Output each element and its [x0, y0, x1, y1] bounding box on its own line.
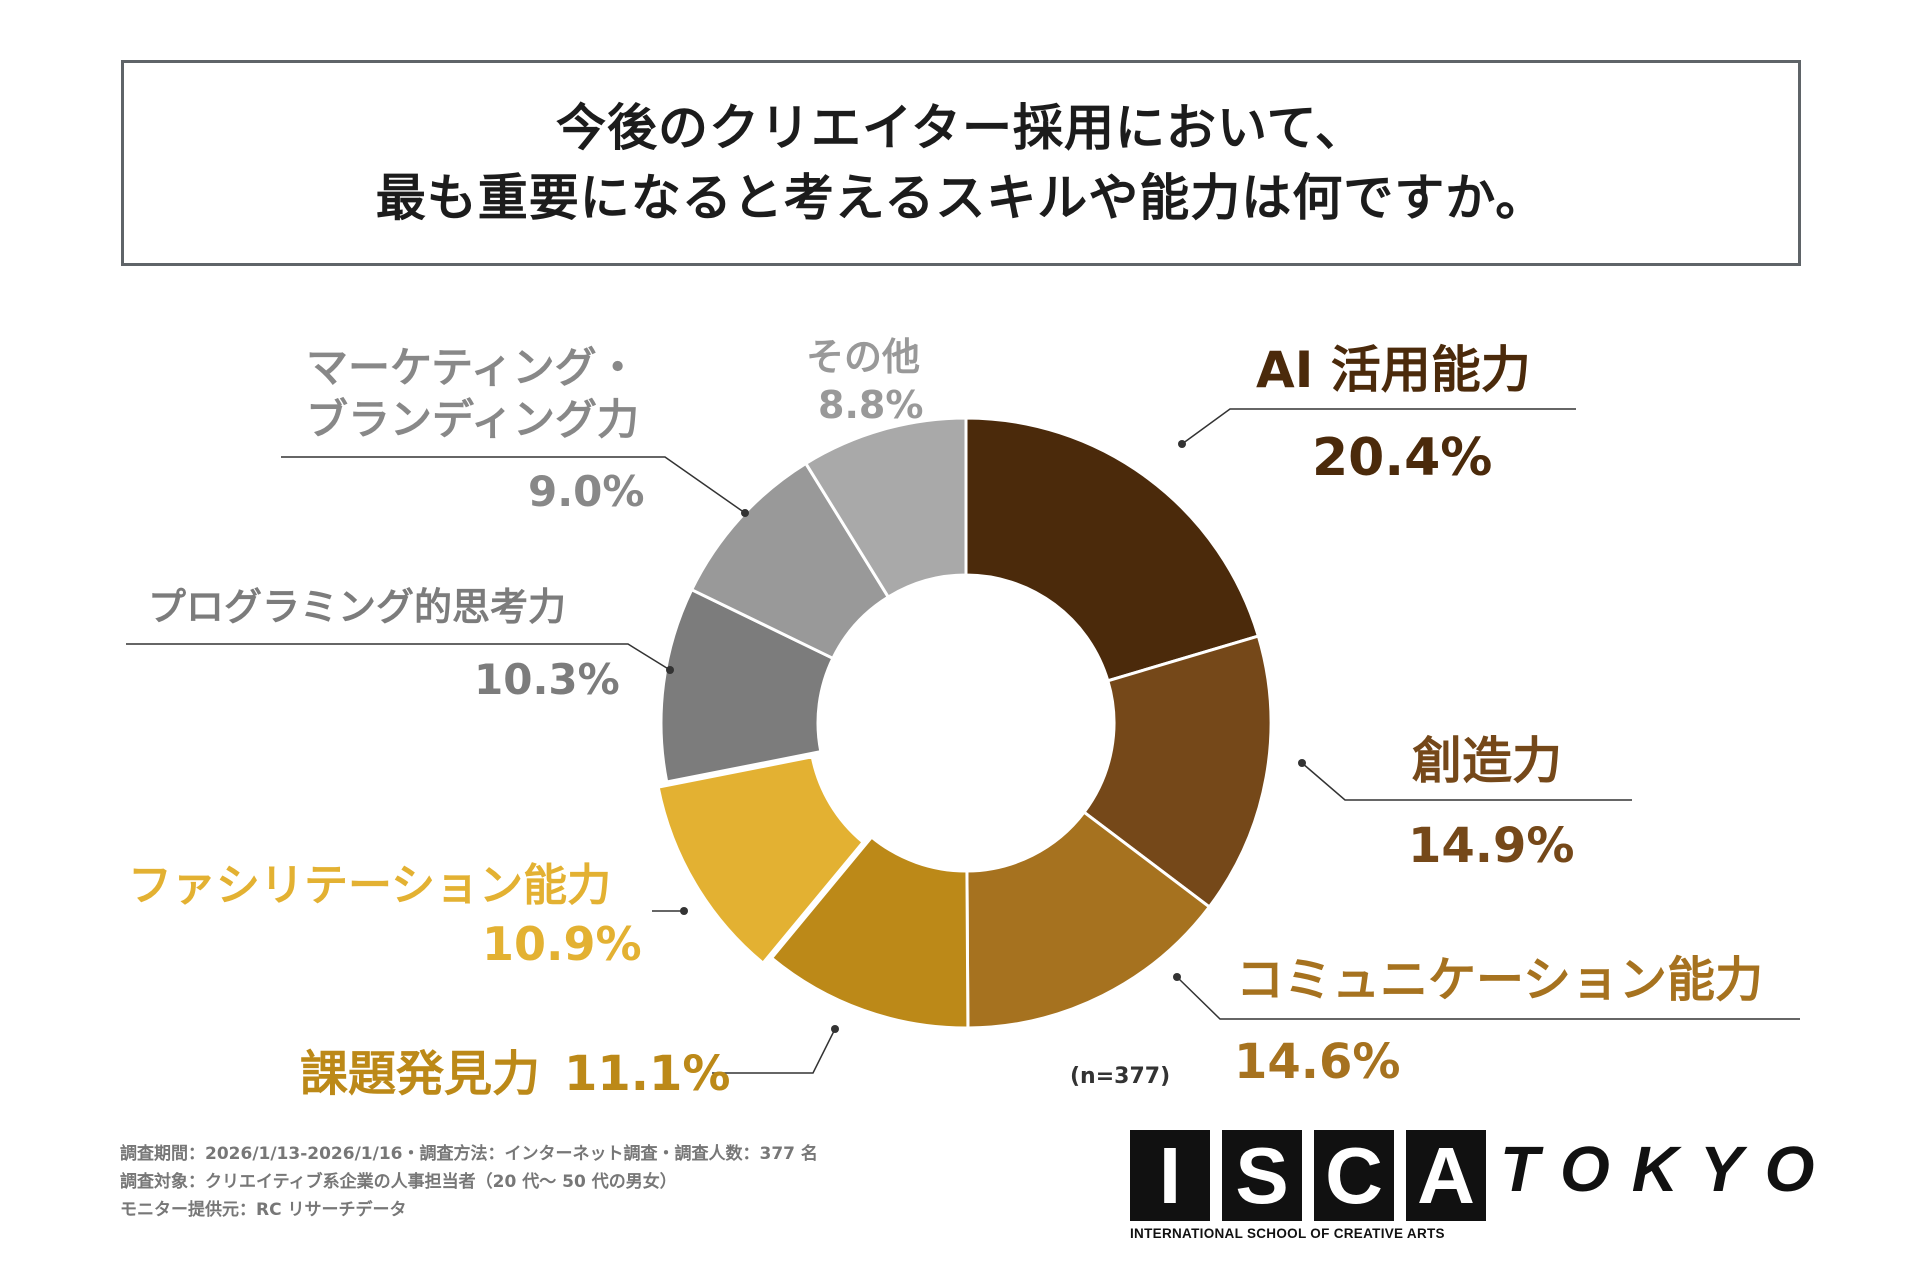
logo-tokyo: TOKYO — [1500, 1133, 1837, 1205]
donut-slice-2 — [1081, 634, 1273, 909]
donut-slice-8 — [803, 416, 968, 600]
label-other: その他 — [806, 335, 920, 379]
donut-slice-4 — [769, 834, 970, 1030]
title-box: 今後のクリエイター採用において、 最も重要になると考えるスキルや能力は何ですか。 — [121, 60, 1801, 266]
leader-dot-communication — [1173, 973, 1181, 981]
donut-slice-1 — [964, 416, 1261, 683]
label-communication: コミュニケーション能力 — [1236, 952, 1763, 1008]
leader-dot-marketing — [741, 509, 749, 517]
value-facilitation: 10.9% — [482, 917, 642, 971]
leader-line-creativity — [1301, 762, 1632, 801]
value-marketing: 9.0% — [528, 467, 644, 516]
leader-dot-creativity — [1298, 759, 1306, 767]
footer-line-1: 調査期間：2026/1/13-2026/1/16・調査方法：インターネット調査・… — [120, 1144, 818, 1164]
logo-subtitle: INTERNATIONAL SCHOOL OF CREATIVE ARTS — [1130, 1226, 1445, 1241]
label-marketing-line2: ブランディング力 — [306, 395, 639, 444]
leader-line-ai — [1181, 408, 1576, 445]
footer-line-2: 調査対象：クリエイティブ系企業の人事担当者（20 代～ 50 代の男女） — [120, 1172, 677, 1192]
leader-dot-ai — [1178, 440, 1186, 448]
leader-line-communication — [1176, 976, 1800, 1020]
leader-line-marketing — [281, 456, 746, 514]
footer-line-3: モニター提供元：RC リサーチデータ — [120, 1200, 407, 1220]
title-line-1: 今後のクリエイター採用において、 — [556, 99, 1366, 157]
n-label: (n=377) — [1070, 1064, 1170, 1089]
logo-letter-i: I — [1130, 1130, 1210, 1221]
survey-footer: 調査期間：2026/1/13-2026/1/16・調査方法：インターネット調査・… — [120, 1140, 818, 1224]
leader-dot-programming — [666, 666, 674, 674]
isca-tokyo-logo: I S C A TOKYO INTERNATIONAL SCHOOL OF CR… — [1130, 1130, 1814, 1241]
value-ai: 20.4% — [1312, 428, 1492, 488]
label-facilitation: ファシリテーション能力 — [128, 860, 611, 911]
leader-dot-problem — [831, 1025, 839, 1033]
value-other: 8.8% — [818, 383, 923, 427]
value-programming: 10.3% — [474, 655, 620, 704]
value-problem: 11.1% — [564, 1046, 731, 1102]
label-marketing-line1: マーケティング・ — [306, 343, 639, 392]
label-programming: プログラミング的思考力 — [148, 585, 566, 629]
donut-slices — [656, 416, 1273, 1030]
logo-letter-c: C — [1314, 1130, 1394, 1221]
leader-line-problem — [712, 1028, 836, 1074]
label-problem: 課題発見力 — [300, 1046, 540, 1102]
label-creativity: 創造力 — [1412, 732, 1562, 790]
logo-letter-s: S — [1222, 1130, 1302, 1221]
donut-slice-3 — [965, 810, 1212, 1030]
leader-line-programming — [126, 643, 671, 671]
value-creativity: 14.9% — [1408, 818, 1575, 874]
logo-letter-a: A — [1406, 1130, 1486, 1221]
title-line-2: 最も重要になると考えるスキルや能力は何ですか。 — [375, 169, 1547, 227]
label-ai: AI 活用能力 — [1256, 341, 1531, 399]
leader-dot-facilitation — [680, 907, 688, 915]
value-communication: 14.6% — [1234, 1034, 1401, 1090]
donut-slice-5 — [656, 755, 866, 966]
